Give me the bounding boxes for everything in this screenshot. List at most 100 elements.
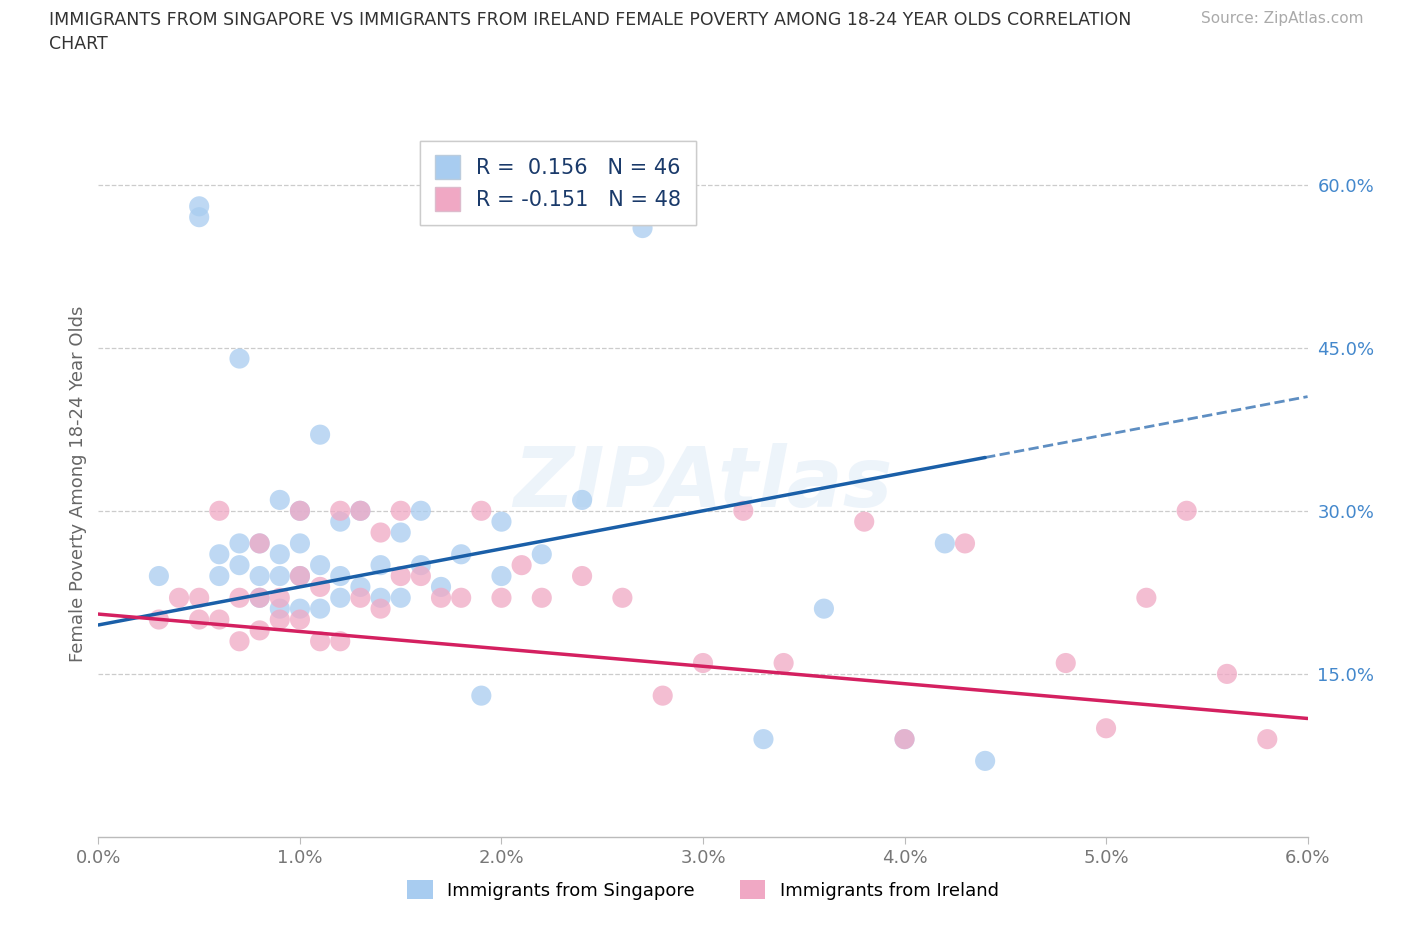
Point <box>288 536 311 551</box>
Point <box>631 220 654 235</box>
Point <box>269 591 291 605</box>
Point <box>228 536 250 551</box>
Point <box>208 612 231 627</box>
Point <box>853 514 876 529</box>
Point <box>228 634 250 649</box>
Point <box>893 732 915 747</box>
Point <box>309 558 332 573</box>
Point <box>752 732 775 747</box>
Point <box>692 656 714 671</box>
Point <box>208 568 231 583</box>
Point <box>349 579 371 594</box>
Point <box>188 612 211 627</box>
Point <box>934 536 956 551</box>
Point <box>409 568 432 583</box>
Point <box>813 601 835 616</box>
Point <box>510 558 533 573</box>
Point <box>1054 656 1077 671</box>
Point <box>953 536 976 551</box>
Point <box>370 558 392 573</box>
Point <box>349 503 371 518</box>
Point <box>409 558 432 573</box>
Point <box>530 547 553 562</box>
Point <box>450 591 472 605</box>
Point <box>188 210 211 225</box>
Point <box>1095 721 1118 736</box>
Point <box>389 568 412 583</box>
Point <box>288 503 311 518</box>
Point <box>249 591 271 605</box>
Point <box>288 612 311 627</box>
Point <box>288 503 311 518</box>
Legend: R =  0.156   N = 46, R = -0.151   N = 48: R = 0.156 N = 46, R = -0.151 N = 48 <box>420 140 696 225</box>
Point <box>1256 732 1278 747</box>
Point <box>208 503 231 518</box>
Point <box>309 634 332 649</box>
Point <box>249 536 271 551</box>
Point <box>188 199 211 214</box>
Point <box>772 656 794 671</box>
Point <box>370 591 392 605</box>
Point <box>893 732 915 747</box>
Text: IMMIGRANTS FROM SINGAPORE VS IMMIGRANTS FROM IRELAND FEMALE POVERTY AMONG 18-24 : IMMIGRANTS FROM SINGAPORE VS IMMIGRANTS … <box>49 11 1132 29</box>
Point <box>148 612 170 627</box>
Point <box>470 503 492 518</box>
Point <box>651 688 673 703</box>
Point <box>571 493 593 508</box>
Point <box>1135 591 1157 605</box>
Point <box>974 753 997 768</box>
Point <box>530 591 553 605</box>
Point <box>491 591 513 605</box>
Point <box>389 591 412 605</box>
Point <box>430 579 453 594</box>
Point <box>188 591 211 605</box>
Legend: Immigrants from Singapore, Immigrants from Ireland: Immigrants from Singapore, Immigrants fr… <box>401 873 1005 907</box>
Point <box>329 514 352 529</box>
Point <box>309 601 332 616</box>
Point <box>430 591 453 605</box>
Text: ZIPAtlas: ZIPAtlas <box>513 443 893 525</box>
Point <box>450 547 472 562</box>
Point <box>269 493 291 508</box>
Point <box>370 525 392 540</box>
Point <box>288 568 311 583</box>
Text: CHART: CHART <box>49 35 108 53</box>
Point <box>1216 667 1239 682</box>
Point <box>349 503 371 518</box>
Point <box>269 568 291 583</box>
Point <box>228 352 250 366</box>
Point <box>409 503 432 518</box>
Point <box>167 591 190 605</box>
Point <box>148 568 170 583</box>
Point <box>470 688 492 703</box>
Point <box>269 601 291 616</box>
Point <box>329 503 352 518</box>
Point <box>249 536 271 551</box>
Text: Source: ZipAtlas.com: Source: ZipAtlas.com <box>1201 11 1364 26</box>
Point <box>389 503 412 518</box>
Point <box>329 634 352 649</box>
Point <box>309 579 332 594</box>
Point <box>329 568 352 583</box>
Point <box>389 525 412 540</box>
Point <box>370 601 392 616</box>
Point <box>249 623 271 638</box>
Point <box>249 591 271 605</box>
Point <box>1175 503 1198 518</box>
Point <box>733 503 755 518</box>
Point <box>571 568 593 583</box>
Y-axis label: Female Poverty Among 18-24 Year Olds: Female Poverty Among 18-24 Year Olds <box>69 305 87 662</box>
Point <box>228 591 250 605</box>
Point <box>491 568 513 583</box>
Point <box>269 612 291 627</box>
Point <box>309 427 332 442</box>
Point <box>249 568 271 583</box>
Point <box>269 547 291 562</box>
Point <box>329 591 352 605</box>
Point <box>612 591 634 605</box>
Point <box>208 547 231 562</box>
Point <box>288 568 311 583</box>
Point <box>288 601 311 616</box>
Point <box>228 558 250 573</box>
Point <box>349 591 371 605</box>
